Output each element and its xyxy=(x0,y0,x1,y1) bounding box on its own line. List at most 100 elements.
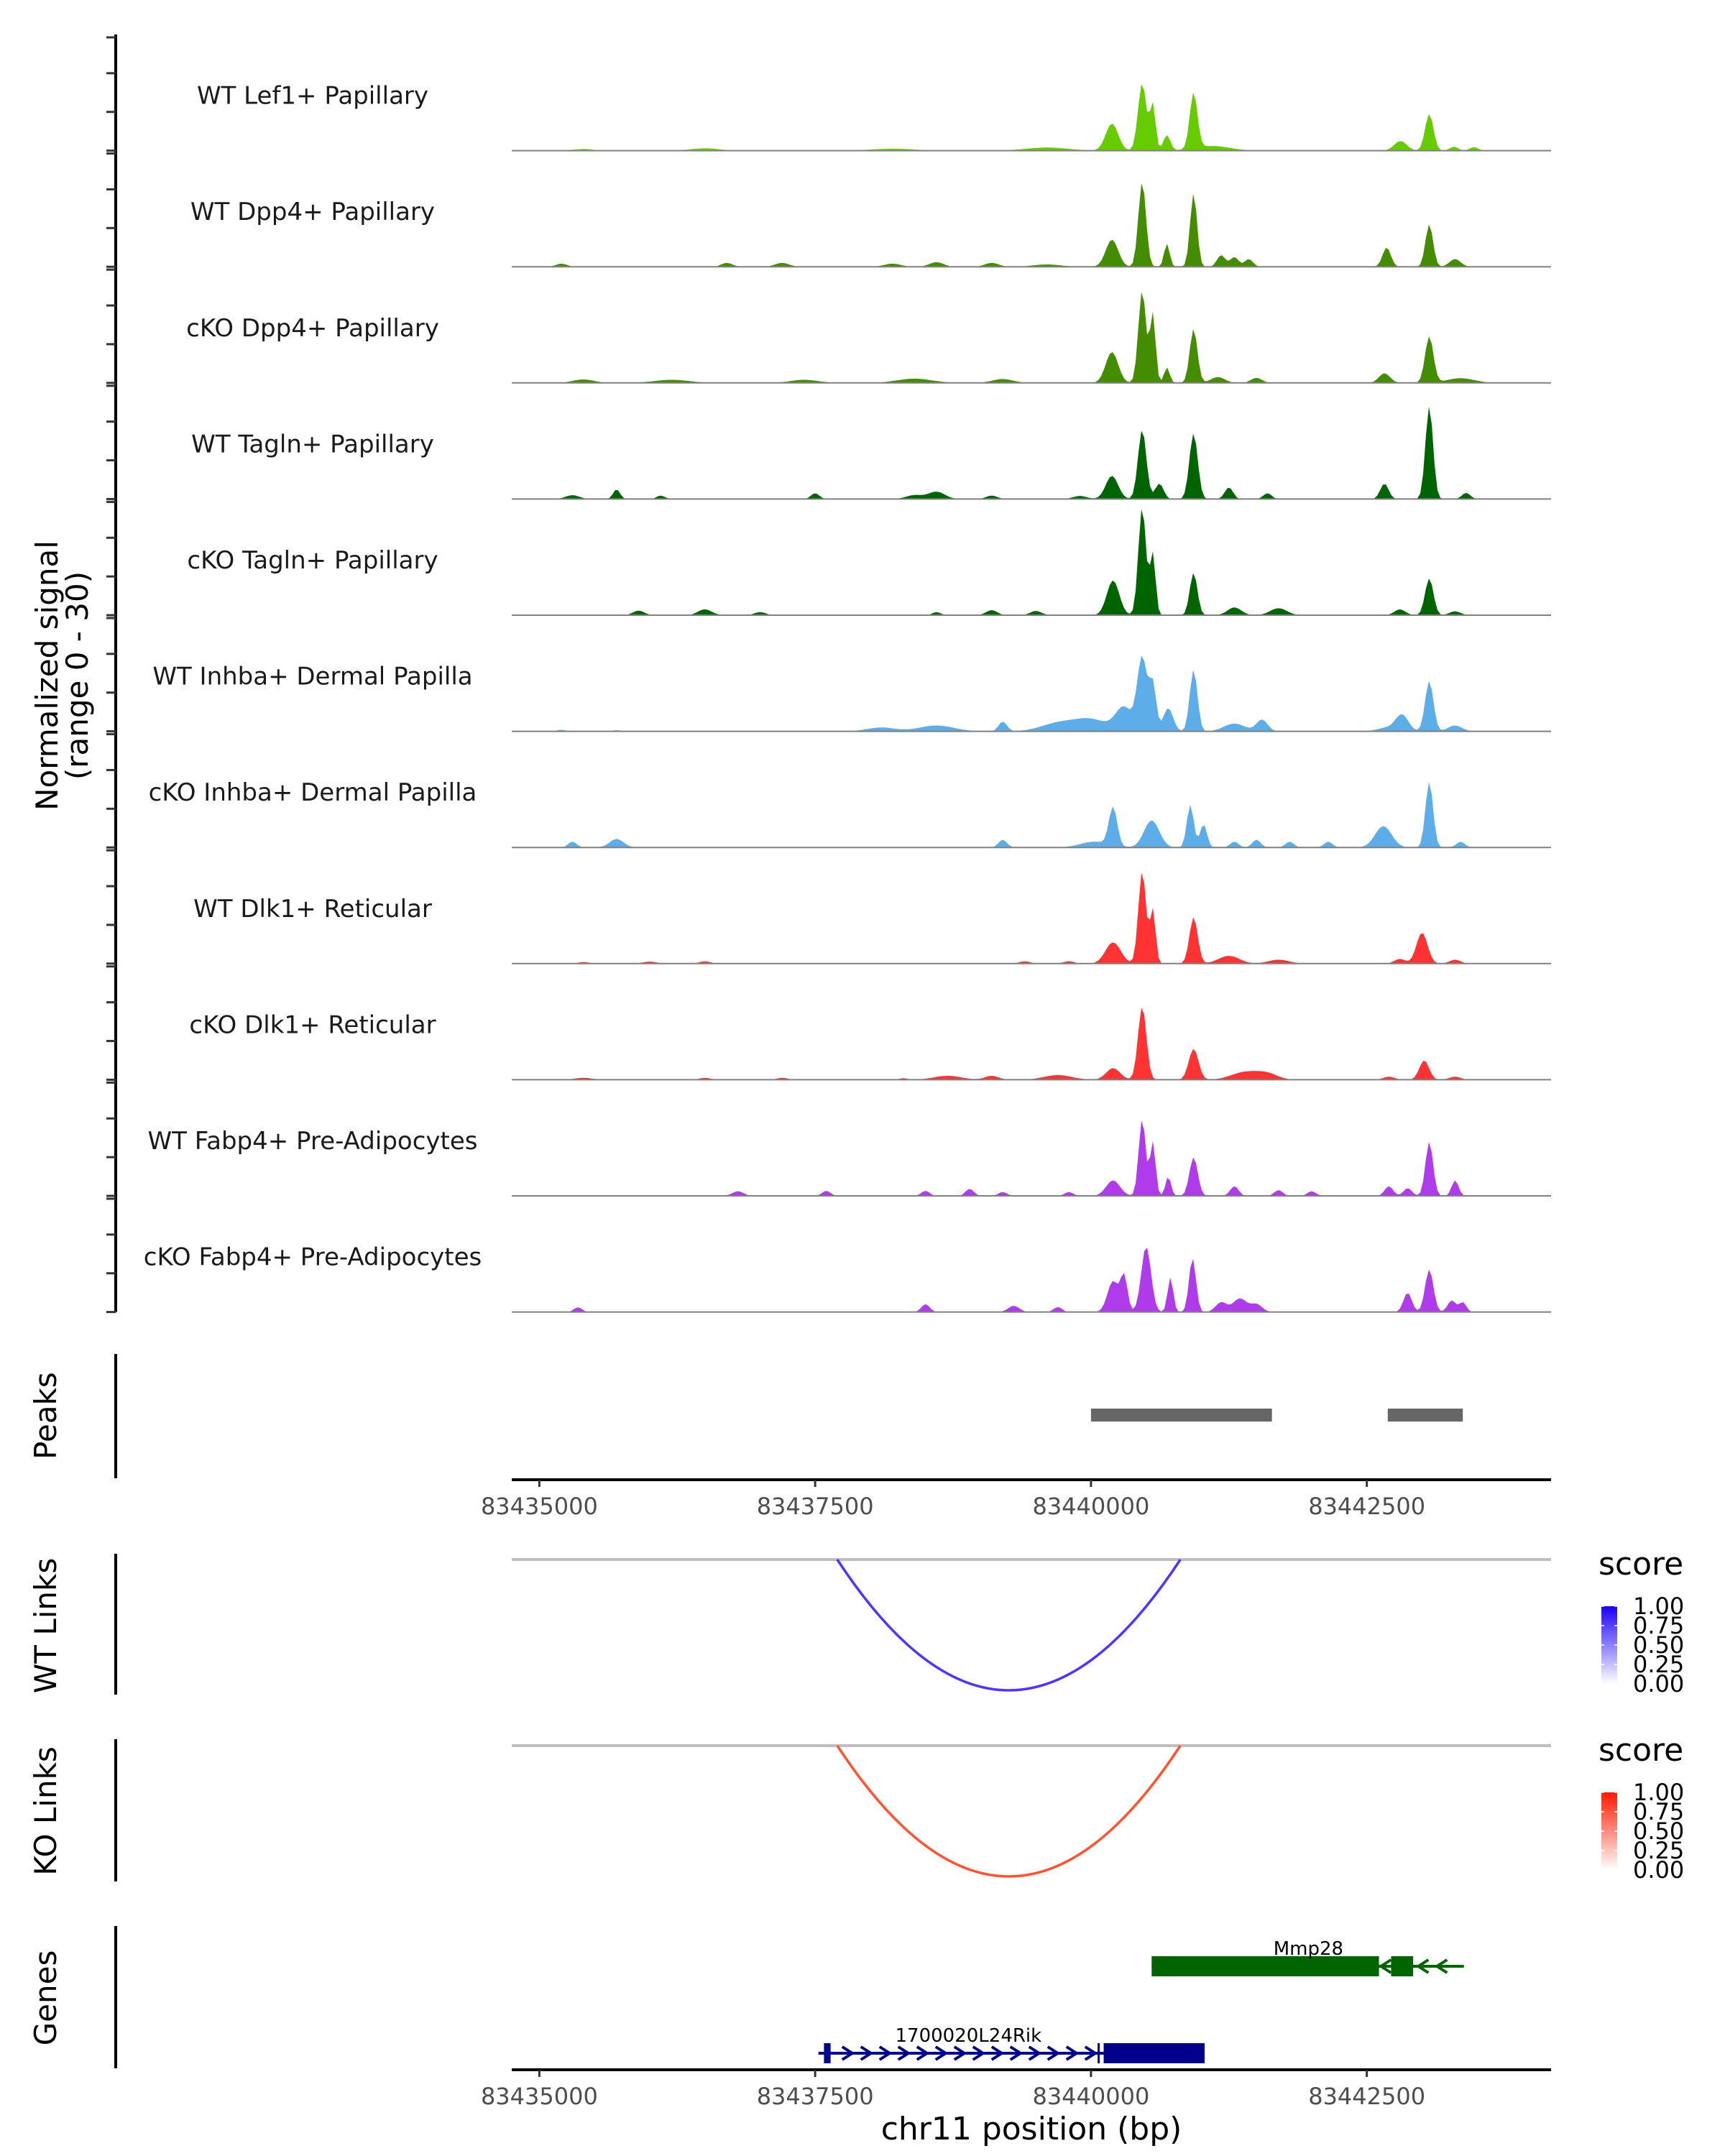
x-axis-top: 83435000 83437500 83440000 83442500 xyxy=(481,1478,1551,1520)
coverage-y-label-line1: Normalized signal xyxy=(29,540,65,811)
legend-tick-label: 0.00 xyxy=(1633,1670,1684,1697)
x-tick-label: 83437500 xyxy=(757,1493,874,1520)
strand-arrow-right-icon xyxy=(1046,2045,1061,2061)
signal-area xyxy=(512,1120,1551,1196)
coverage-y-axis xyxy=(106,34,117,1314)
signal-area xyxy=(512,782,1551,848)
track-label: WT Fabp4+ Pre-Adipocytes xyxy=(148,1127,478,1156)
gene-exon xyxy=(1103,2043,1205,2063)
strand-arrow-right-icon xyxy=(1009,2045,1024,2061)
gene-exon xyxy=(1391,1956,1414,1976)
gene-model: 1700020L24Rik xyxy=(818,2025,1205,2063)
legend-tick-label: 0.50 xyxy=(1633,1818,1684,1845)
track-label: cKO Inhba+ Dermal Papilla xyxy=(149,778,477,807)
x-tick-label: 83442500 xyxy=(1308,2083,1425,2110)
gene-model: Mmp28 xyxy=(1151,1938,1464,1976)
gene-label: 1700020L24Rik xyxy=(896,2025,1042,2047)
strand-arrow-left-icon xyxy=(1434,1958,1448,1974)
x-axis-bottom: 83435000 83437500 83440000 83442500 xyxy=(481,2068,1551,2110)
legend-tick-label: 0.50 xyxy=(1633,1631,1684,1659)
coverage-track: cKO Tagln+ Papillary xyxy=(187,509,1551,616)
signal-area xyxy=(512,406,1551,499)
strand-arrow-right-icon xyxy=(1084,2045,1098,2061)
legend-tick-label: 0.00 xyxy=(1633,1856,1684,1884)
coverage-track: cKO Dpp4+ Papillary xyxy=(186,292,1551,384)
coverage-tracks: WT Lef1+ Papillary WT Dpp4+ Papillary cKO … xyxy=(144,82,1551,1313)
x-tick-label: 83442500 xyxy=(1308,1493,1425,1520)
strand-arrow-right-icon xyxy=(878,2045,893,2061)
signal-area xyxy=(512,292,1551,383)
strand-arrow-right-icon xyxy=(1028,2045,1042,2061)
legend-title: score xyxy=(1598,1546,1683,1583)
coverage-track: WT Lef1+ Papillary xyxy=(197,82,1551,152)
x-tick-label: 83440000 xyxy=(1032,1493,1149,1520)
strand-arrow-right-icon xyxy=(953,2045,967,2061)
signal-area xyxy=(512,1247,1551,1312)
track-label: cKO Dpp4+ Papillary xyxy=(186,314,439,343)
legend-tick-label: 1.00 xyxy=(1633,1779,1684,1806)
legend-tick-label: 0.75 xyxy=(1633,1798,1684,1825)
gene-label: Mmp28 xyxy=(1274,1938,1343,1960)
ko-links-label: KO Links xyxy=(28,1746,63,1876)
coverage-track: cKO Inhba+ Dermal Papilla xyxy=(149,778,1551,849)
coverage-track: WT Dpp4+ Papillary xyxy=(190,183,1551,268)
signal-area xyxy=(512,655,1551,732)
strand-arrow-left-icon xyxy=(1415,1958,1430,1974)
wt-links-label: WT Links xyxy=(28,1558,63,1693)
coverage-track: WT Dlk1+ Reticular xyxy=(193,872,1551,964)
gene-models: Mmp28 1700020L24Rik xyxy=(818,1938,1464,2063)
signal-area xyxy=(512,1008,1551,1080)
link-arc xyxy=(836,1745,1182,1878)
x-tick-label: 83437500 xyxy=(757,2083,874,2110)
signal-area xyxy=(512,183,1551,267)
peaks-label: Peaks xyxy=(28,1372,63,1460)
track-label: WT Dpp4+ Papillary xyxy=(190,198,435,226)
legend-tick-label: 0.25 xyxy=(1633,1651,1684,1678)
strand-arrow-right-icon xyxy=(916,2045,930,2061)
track-label: cKO Fabp4+ Pre-Adipocytes xyxy=(144,1243,482,1272)
peak-regions xyxy=(1090,1409,1463,1422)
track-label: cKO Dlk1+ Reticular xyxy=(189,1010,436,1039)
x-axis-title: chr11 position (bp) xyxy=(881,2111,1182,2147)
genes-label: Genes xyxy=(28,1950,63,2046)
legend-tick-label: 0.25 xyxy=(1633,1837,1684,1864)
track-label: WT Inhba+ Dermal Papilla xyxy=(152,663,472,691)
track-label: WT Dlk1+ Reticular xyxy=(193,895,432,923)
gene-exon xyxy=(824,2043,831,2063)
strand-arrow-right-icon xyxy=(860,2045,874,2061)
peak-region xyxy=(1387,1409,1463,1422)
signal-area xyxy=(512,84,1551,151)
link-arc xyxy=(836,1559,1182,1692)
strand-arrow-right-icon xyxy=(990,2045,1005,2061)
track-label: WT Lef1+ Papillary xyxy=(197,82,428,111)
track-label: cKO Tagln+ Papillary xyxy=(187,546,438,575)
score-legends: score1.000.750.500.250.00score1.000.750.… xyxy=(1598,1546,1684,1884)
coverage-track: WT Tagln+ Papillary xyxy=(191,406,1551,500)
peak-region xyxy=(1090,1409,1272,1422)
legend-colorbar xyxy=(1601,1606,1617,1684)
legend-title: score xyxy=(1598,1732,1683,1769)
strand-arrow-left-icon xyxy=(1378,1958,1392,1974)
coverage-track: cKO Dlk1+ Reticular xyxy=(189,1008,1551,1081)
score-legend: score 1.000.750.500.250.00 xyxy=(1598,1546,1684,1697)
x-tick-label: 83435000 xyxy=(481,2083,598,2110)
coverage-track: WT Fabp4+ Pre-Adipocytes xyxy=(148,1120,1551,1197)
strand-arrow-right-icon xyxy=(897,2045,911,2061)
links xyxy=(512,1558,1551,1878)
x-tick-label: 83435000 xyxy=(481,1493,598,1520)
signal-area xyxy=(512,509,1551,615)
legend-tick-label: 1.00 xyxy=(1633,1593,1684,1620)
coverage-y-label-line2: (range 0 - 30) xyxy=(60,571,95,780)
gene-exon xyxy=(1098,2043,1100,2063)
track-label: WT Tagln+ Papillary xyxy=(191,430,434,459)
legend-colorbar xyxy=(1601,1792,1617,1870)
strand-arrow-right-icon xyxy=(1065,2045,1080,2061)
coverage-track: WT Inhba+ Dermal Papilla xyxy=(152,655,1551,732)
strand-arrow-right-icon xyxy=(972,2045,986,2061)
gene-exon xyxy=(1151,1956,1379,1976)
legend-tick-label: 0.75 xyxy=(1633,1612,1684,1639)
score-legend: score 1.000.750.500.250.00 xyxy=(1598,1732,1684,1884)
strand-arrow-right-icon xyxy=(934,2045,949,2061)
strand-arrow-right-icon xyxy=(841,2045,855,2061)
